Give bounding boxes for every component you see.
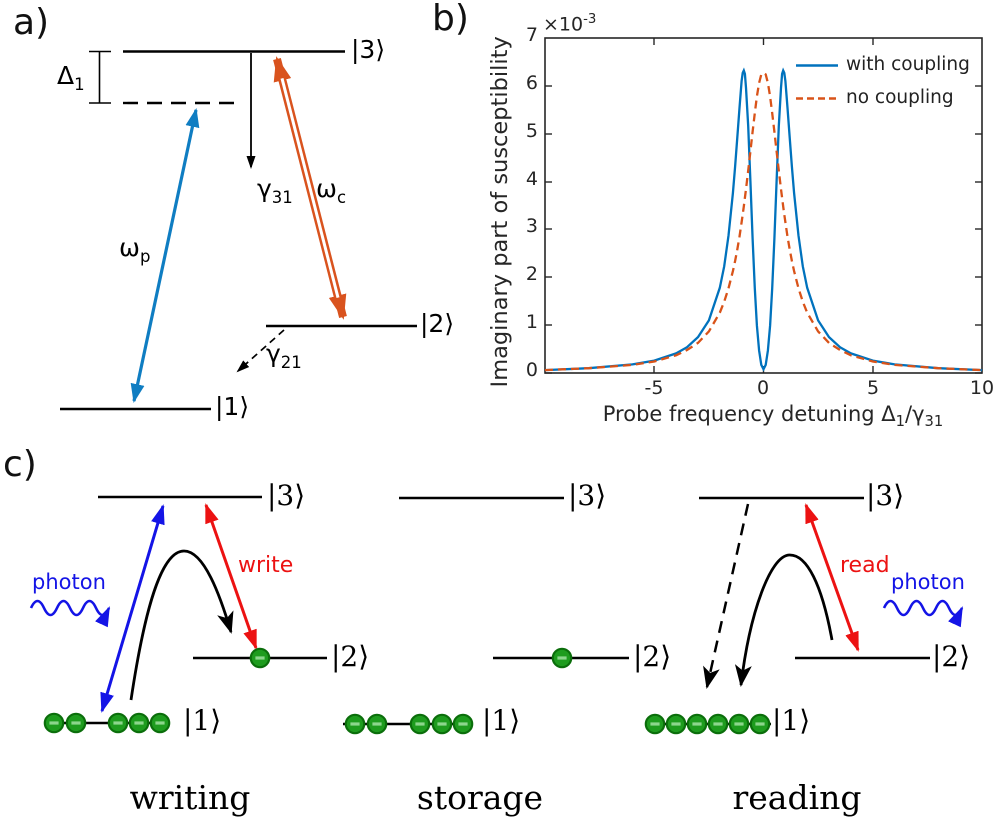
coupling-arrow-inner bbox=[280, 78, 340, 298]
x-tick-10: 10 bbox=[969, 377, 995, 399]
photon-wavy-arrow-out bbox=[882, 599, 964, 628]
ket-1-label: |1⟩ bbox=[215, 392, 250, 421]
legend-label-with-coupling: with coupling bbox=[846, 54, 970, 75]
writing-photon-label: photon bbox=[32, 570, 106, 594]
write-beam-arrow bbox=[204, 503, 258, 650]
gamma-31-label: γ31 bbox=[257, 174, 293, 207]
x-tick-neg5: -5 bbox=[644, 377, 664, 399]
reading-ket-3: |3⟩ bbox=[866, 479, 905, 512]
storage-stage-label: storage bbox=[416, 778, 544, 817]
reading-ket-1: |1⟩ bbox=[772, 704, 811, 737]
y-axis-exponent: ×10-3 bbox=[543, 12, 597, 36]
y-tick-3: 3 bbox=[525, 215, 538, 237]
y-tick-2: 2 bbox=[525, 263, 538, 285]
reading-ket-2: |2⟩ bbox=[932, 640, 971, 673]
y-tick-7: 7 bbox=[525, 24, 538, 46]
delta1-bracket bbox=[89, 50, 111, 104]
y-tick-6: 6 bbox=[525, 72, 538, 94]
writing-ket-1: |1⟩ bbox=[183, 704, 222, 737]
panel-c-writing bbox=[29, 495, 327, 734]
panel-c-storage bbox=[343, 496, 629, 735]
legend-label-no-coupling: no coupling bbox=[846, 87, 954, 108]
reading-photon-label: photon bbox=[891, 570, 965, 594]
writing-ket-3: |3⟩ bbox=[267, 479, 306, 512]
writing-ket-2: |2⟩ bbox=[331, 640, 370, 673]
panel-b-chart bbox=[544, 37, 983, 374]
x-tick-0: 0 bbox=[756, 377, 770, 399]
storage-ket-3: |3⟩ bbox=[568, 479, 607, 512]
read-label: read bbox=[840, 553, 890, 578]
read-beam-arrow bbox=[804, 503, 860, 652]
reading-stage-label: reading bbox=[732, 778, 862, 817]
state2-atom bbox=[249, 647, 271, 669]
ket-3-label: |3⟩ bbox=[351, 35, 386, 64]
photon-wavy-arrow-in bbox=[29, 599, 111, 628]
x-axis-title: Probe frequency detuning Δ1/γ31 bbox=[602, 402, 944, 431]
storage-ket-2: |2⟩ bbox=[633, 640, 672, 673]
omega-p-label: ωp bbox=[119, 233, 151, 266]
y-tick-4: 4 bbox=[525, 168, 538, 190]
panel-c-reading bbox=[644, 496, 964, 735]
writing-stage-label: writing bbox=[129, 778, 251, 817]
probe-arrow bbox=[130, 108, 200, 403]
y-tick-1: 1 bbox=[525, 311, 538, 333]
gamma-21-label: γ21 bbox=[266, 339, 302, 372]
decay-dashed-arrow bbox=[703, 503, 750, 689]
photon-transition-arrow bbox=[100, 504, 165, 713]
panel-c-label: c) bbox=[3, 444, 37, 485]
panel-a-diagram bbox=[60, 50, 417, 411]
storage-ket-1: |1⟩ bbox=[482, 704, 521, 737]
ket-2-label: |2⟩ bbox=[420, 309, 455, 338]
write-label: write bbox=[238, 553, 294, 578]
panel-b-label: b) bbox=[432, 0, 469, 39]
population-transfer-arrow bbox=[129, 549, 234, 701]
y-tick-5: 5 bbox=[525, 120, 538, 142]
omega-c-label: ωc bbox=[316, 174, 347, 207]
delta1-label: Δ1 bbox=[57, 61, 85, 94]
axis-ticks bbox=[545, 38, 982, 374]
x-tick-5: 5 bbox=[866, 377, 880, 399]
curve-no-coupling bbox=[544, 71, 983, 372]
decay21-arrow bbox=[236, 329, 285, 373]
state2-atom bbox=[551, 647, 573, 669]
panel-a-label: a) bbox=[13, 2, 50, 43]
y-tick-0: 0 bbox=[525, 359, 538, 381]
population-return-arrow bbox=[734, 553, 834, 687]
curve-with-coupling bbox=[544, 67, 983, 372]
